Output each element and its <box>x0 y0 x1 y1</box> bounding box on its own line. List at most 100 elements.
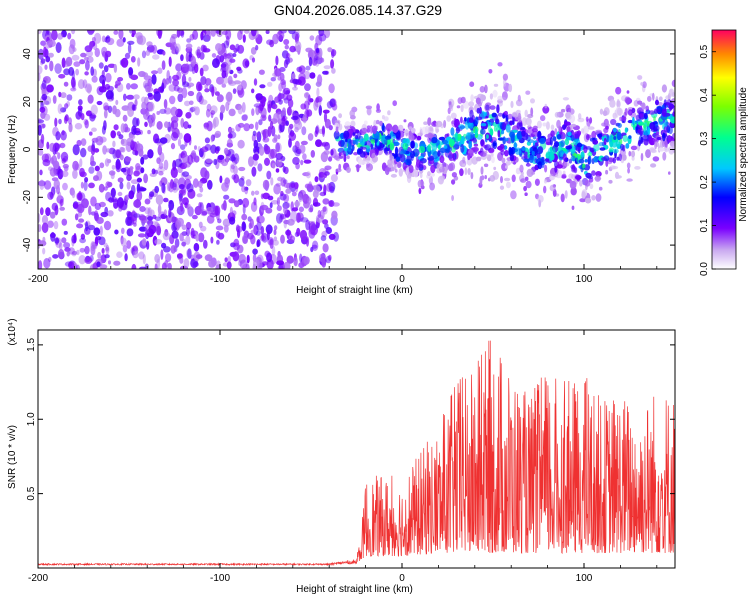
noise-blob <box>210 105 218 114</box>
signal-blob <box>624 108 628 116</box>
noise-blob <box>136 177 142 183</box>
noise-blob <box>133 94 140 100</box>
signal-blob <box>418 187 422 195</box>
noise-blob <box>89 41 94 50</box>
noise-blob <box>46 40 54 46</box>
signal-blob <box>352 132 356 136</box>
noise-blob <box>279 72 285 82</box>
signal-blob <box>497 62 503 67</box>
signal-blob <box>522 117 527 126</box>
noise-blob <box>55 42 62 54</box>
noise-blob <box>283 218 287 229</box>
noise-blob <box>58 91 62 98</box>
noise-blob <box>210 236 214 244</box>
noise-blob <box>90 104 98 116</box>
signal-blob <box>549 184 556 192</box>
noise-blob <box>219 55 225 63</box>
signal-blob <box>593 156 599 163</box>
noise-blob <box>268 114 272 122</box>
signal-blob <box>656 105 663 110</box>
noise-blob <box>38 72 41 82</box>
noise-blob <box>121 227 125 234</box>
colorbar-tick-label: 0.2 <box>699 175 710 189</box>
noise-blob <box>38 119 45 124</box>
noise-blob <box>57 152 61 160</box>
noise-blob <box>298 206 304 213</box>
signal-blob <box>465 132 471 142</box>
signal-blob <box>525 90 531 95</box>
noise-blob <box>205 108 211 118</box>
signal-blob <box>459 125 466 129</box>
noise-blob <box>278 99 283 105</box>
noise-blob <box>91 243 98 250</box>
signal-blob <box>622 134 628 143</box>
noise-blob <box>131 33 135 38</box>
spectrogram-x-tick-label: 0 <box>399 274 405 285</box>
noise-blob <box>91 127 97 132</box>
signal-blob <box>556 134 562 140</box>
signal-blob <box>613 127 617 133</box>
noise-blob <box>152 54 160 60</box>
signal-blob <box>436 163 444 170</box>
noise-blob <box>242 235 249 244</box>
noise-blob <box>178 132 183 140</box>
signal-blob <box>479 86 485 93</box>
noise-blob <box>242 197 250 208</box>
signal-blob <box>525 180 532 189</box>
noise-blob <box>148 119 153 128</box>
signal-blob <box>610 118 617 126</box>
signal-blob <box>360 146 367 150</box>
signal-blob <box>524 192 528 196</box>
signal-blob <box>499 185 505 190</box>
noise-blob <box>138 70 146 78</box>
signal-blob <box>662 151 667 161</box>
noise-blob <box>199 99 208 105</box>
signal-blob <box>612 148 619 154</box>
signal-blob <box>639 113 644 118</box>
noise-blob <box>269 238 274 249</box>
noise-blob <box>307 133 314 141</box>
noise-blob <box>82 79 88 89</box>
signal-blob <box>467 153 471 161</box>
noise-blob <box>270 177 274 186</box>
signal-blob <box>435 120 443 128</box>
noise-blob <box>293 256 298 267</box>
signal-blob <box>359 138 366 146</box>
signal-blob <box>592 139 599 145</box>
noise-blob <box>300 103 307 110</box>
noise-blob <box>113 124 119 131</box>
signal-blob <box>379 120 383 127</box>
noise-blob <box>78 255 86 265</box>
noise-blob <box>331 48 335 59</box>
signal-blob <box>460 136 465 145</box>
noise-blob <box>185 235 191 245</box>
noise-blob <box>38 65 43 75</box>
noise-blob <box>190 227 195 239</box>
noise-blob <box>204 254 213 262</box>
noise-blob <box>112 140 116 148</box>
noise-blob <box>252 130 257 137</box>
signal-blob <box>502 91 508 101</box>
noise-blob <box>237 44 245 54</box>
signal-blob <box>541 159 545 169</box>
noise-blob <box>114 229 119 235</box>
signal-blob <box>622 154 627 161</box>
noise-blob <box>261 233 265 241</box>
noise-blob <box>88 166 95 174</box>
noise-blob <box>273 134 278 142</box>
noise-blob <box>216 76 224 85</box>
signal-blob <box>442 139 448 145</box>
noise-blob <box>296 227 301 237</box>
signal-blob <box>664 140 668 148</box>
signal-blob <box>475 97 481 105</box>
signal-blob <box>462 163 466 168</box>
noise-blob <box>128 190 135 200</box>
noise-blob <box>98 62 104 69</box>
noise-blob <box>242 114 248 120</box>
signal-blob <box>338 113 342 119</box>
noise-blob <box>275 152 284 160</box>
noise-blob <box>164 260 169 268</box>
noise-blob <box>242 222 247 232</box>
noise-blob <box>111 164 116 170</box>
signal-blob <box>456 133 462 141</box>
